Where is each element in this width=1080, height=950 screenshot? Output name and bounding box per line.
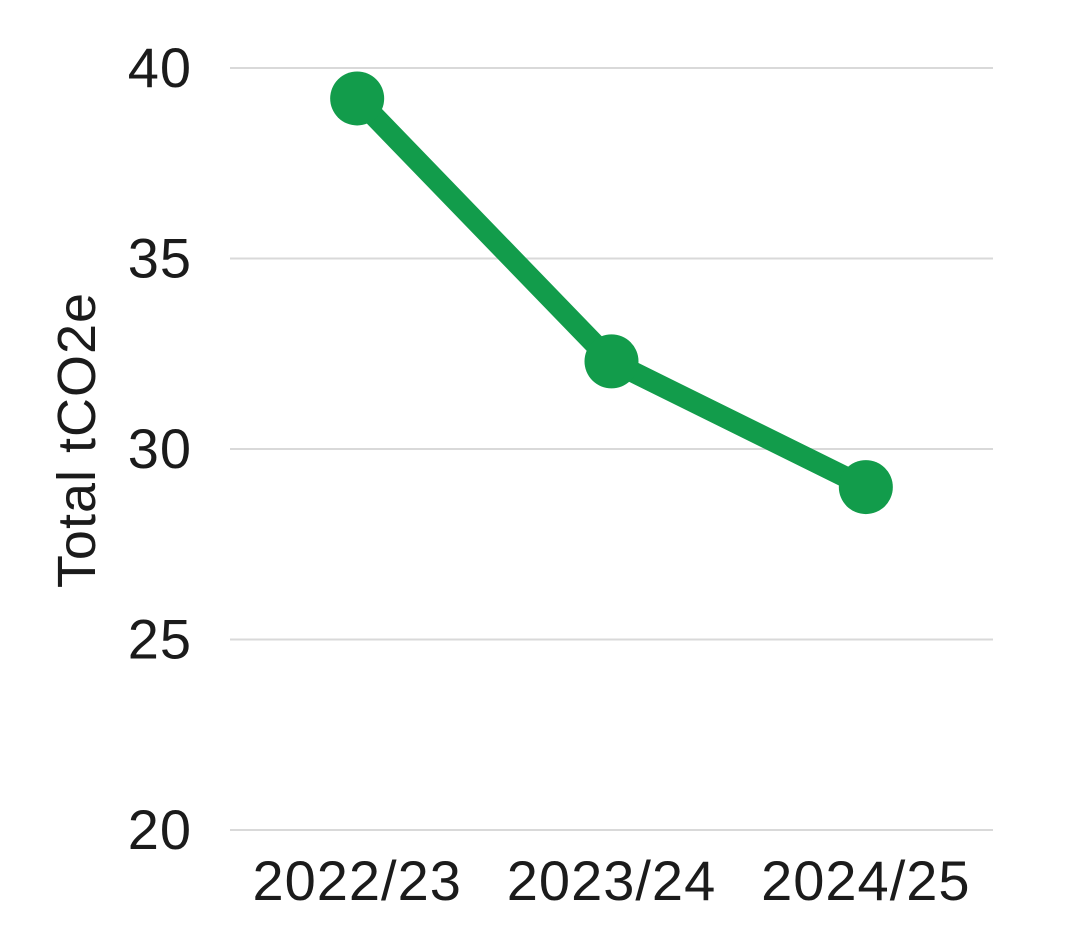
y-tick-label: 25: [128, 608, 192, 671]
data-point-marker: [584, 334, 639, 389]
x-tick-label: 2023/24: [507, 849, 716, 912]
y-tick-label: 35: [128, 227, 192, 290]
data-point-marker: [838, 460, 893, 515]
y-tick-label: 20: [128, 798, 192, 861]
series-line: [346, 87, 877, 498]
y-tick-label: 30: [128, 417, 192, 480]
data-point-marker: [330, 71, 385, 126]
y-tick-label: 40: [128, 36, 192, 99]
x-tick-label: 2022/23: [252, 849, 461, 912]
x-tick-label: 2024/25: [761, 849, 970, 912]
